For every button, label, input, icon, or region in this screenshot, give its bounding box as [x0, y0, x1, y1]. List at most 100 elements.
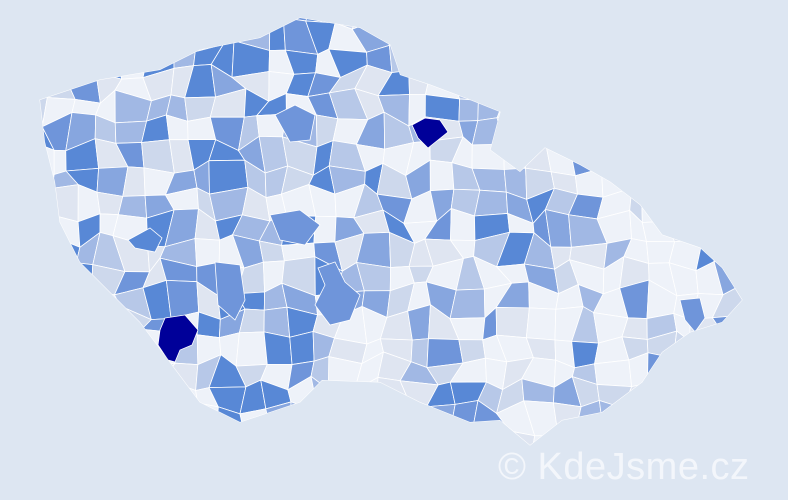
region[interactable]	[448, 50, 488, 78]
region[interactable]	[748, 311, 774, 341]
region[interactable]	[689, 328, 721, 360]
region[interactable]	[772, 236, 788, 271]
region[interactable]	[768, 21, 788, 53]
region[interactable]	[687, 0, 727, 31]
region[interactable]	[449, 288, 486, 320]
region[interactable]	[477, 75, 512, 101]
region[interactable]	[112, 0, 144, 32]
region[interactable]	[40, 383, 77, 416]
region[interactable]	[496, 87, 535, 123]
region[interactable]	[700, 210, 728, 240]
region[interactable]	[761, 431, 788, 458]
region[interactable]	[66, 18, 104, 50]
region[interactable]	[591, 3, 630, 25]
region[interactable]	[550, 21, 583, 52]
region[interactable]	[765, 331, 788, 366]
region[interactable]	[260, 432, 295, 458]
region[interactable]	[3, 215, 26, 244]
region[interactable]	[552, 402, 582, 439]
region[interactable]	[50, 307, 79, 335]
region-highlight[interactable]	[411, 117, 449, 149]
region[interactable]	[88, 352, 117, 392]
region[interactable]	[670, 71, 703, 98]
region[interactable]	[503, 143, 527, 170]
region[interactable]	[594, 359, 633, 388]
region[interactable]	[735, 217, 772, 237]
region[interactable]	[669, 165, 698, 201]
region[interactable]	[50, 287, 79, 311]
region[interactable]	[430, 453, 460, 485]
region[interactable]	[643, 72, 678, 100]
region[interactable]	[523, 143, 552, 173]
region[interactable]	[41, 17, 69, 50]
region[interactable]	[138, 399, 174, 434]
region[interactable]	[664, 191, 702, 223]
region[interactable]	[567, 87, 608, 128]
region[interactable]	[765, 376, 788, 406]
region[interactable]	[687, 41, 724, 78]
region[interactable]	[69, 385, 103, 412]
region[interactable]	[67, 334, 100, 365]
region[interactable]	[97, 0, 114, 20]
region[interactable]	[627, 167, 649, 198]
region[interactable]	[26, 287, 53, 313]
region[interactable]	[646, 382, 679, 408]
region[interactable]	[770, 138, 788, 171]
region[interactable]	[504, 67, 536, 99]
region[interactable]	[545, 99, 575, 123]
region[interactable]	[139, 22, 175, 53]
region[interactable]	[641, 141, 677, 174]
region[interactable]	[289, 428, 321, 463]
region[interactable]	[677, 384, 700, 405]
region[interactable]	[529, 64, 560, 103]
region[interactable]	[353, 405, 379, 432]
region[interactable]	[774, 359, 788, 390]
region[interactable]	[25, 379, 43, 416]
region[interactable]	[120, 407, 153, 429]
region[interactable]	[75, 404, 104, 432]
region[interactable]	[616, 18, 655, 54]
region[interactable]	[3, 185, 22, 217]
region[interactable]	[641, 221, 676, 243]
region[interactable]	[529, 87, 559, 123]
region[interactable]	[146, 377, 171, 414]
region[interactable]	[46, 65, 76, 100]
region[interactable]	[597, 75, 631, 98]
region[interactable]	[689, 91, 723, 123]
region[interactable]	[534, 39, 560, 69]
region[interactable]	[0, 65, 31, 97]
region[interactable]	[208, 0, 239, 31]
region[interactable]	[717, 375, 743, 408]
region[interactable]	[40, 0, 74, 20]
region[interactable]	[266, 0, 290, 20]
region[interactable]	[0, 380, 27, 406]
region[interactable]	[555, 40, 581, 78]
region[interactable]	[645, 403, 679, 438]
region[interactable]	[714, 172, 748, 198]
region[interactable]	[23, 17, 57, 44]
region[interactable]	[579, 23, 594, 49]
region[interactable]	[647, 352, 679, 388]
region[interactable]	[88, 334, 116, 366]
region[interactable]	[313, 215, 337, 244]
region[interactable]	[378, 0, 412, 31]
region[interactable]	[0, 405, 25, 431]
region[interactable]	[721, 140, 746, 176]
region[interactable]	[741, 363, 775, 392]
region[interactable]	[567, 75, 601, 101]
region[interactable]	[165, 450, 199, 483]
region[interactable]	[294, 457, 316, 482]
region[interactable]	[168, 1, 200, 29]
region[interactable]	[761, 448, 788, 485]
region[interactable]	[4, 457, 29, 486]
region[interactable]	[21, 211, 42, 237]
region[interactable]	[407, 304, 431, 341]
region[interactable]	[761, 208, 787, 238]
region[interactable]	[506, 24, 536, 54]
region[interactable]	[641, 171, 674, 201]
region[interactable]	[520, 21, 557, 52]
region[interactable]	[643, 52, 678, 79]
region[interactable]	[672, 354, 698, 388]
region[interactable]	[603, 126, 632, 145]
region[interactable]	[679, 297, 706, 333]
